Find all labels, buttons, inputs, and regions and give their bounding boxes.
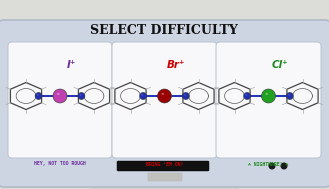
Circle shape xyxy=(78,92,85,99)
FancyBboxPatch shape xyxy=(93,172,237,189)
Circle shape xyxy=(139,92,147,99)
Ellipse shape xyxy=(37,94,38,95)
Circle shape xyxy=(287,92,293,99)
Ellipse shape xyxy=(184,94,186,95)
Ellipse shape xyxy=(245,94,247,95)
Text: BRING ‘EM ON!: BRING ‘EM ON! xyxy=(146,161,183,167)
Ellipse shape xyxy=(161,93,164,95)
Circle shape xyxy=(158,89,171,103)
Ellipse shape xyxy=(141,94,143,95)
FancyBboxPatch shape xyxy=(216,42,321,158)
FancyBboxPatch shape xyxy=(0,20,329,187)
FancyBboxPatch shape xyxy=(148,173,182,181)
Text: SELECT DIFFICULTY: SELECT DIFFICULTY xyxy=(90,25,238,37)
FancyBboxPatch shape xyxy=(112,42,217,158)
Ellipse shape xyxy=(80,94,81,95)
Circle shape xyxy=(53,89,67,103)
Circle shape xyxy=(268,163,275,170)
Text: HEY, NOT TOO ROUGH: HEY, NOT TOO ROUGH xyxy=(34,161,86,167)
Text: Cl⁺: Cl⁺ xyxy=(272,60,289,70)
Circle shape xyxy=(182,92,190,99)
FancyBboxPatch shape xyxy=(117,161,209,171)
Text: I⁺: I⁺ xyxy=(67,60,76,70)
Text: Br⁺: Br⁺ xyxy=(167,60,185,70)
Ellipse shape xyxy=(266,93,268,95)
Text: ☘ NIGHTMARE! ☘: ☘ NIGHTMARE! ☘ xyxy=(248,161,289,167)
FancyBboxPatch shape xyxy=(8,42,112,158)
Ellipse shape xyxy=(57,93,60,95)
Circle shape xyxy=(243,92,251,99)
Ellipse shape xyxy=(288,94,290,95)
Circle shape xyxy=(281,163,288,170)
Circle shape xyxy=(35,92,42,99)
FancyBboxPatch shape xyxy=(140,169,190,187)
Circle shape xyxy=(262,89,275,103)
